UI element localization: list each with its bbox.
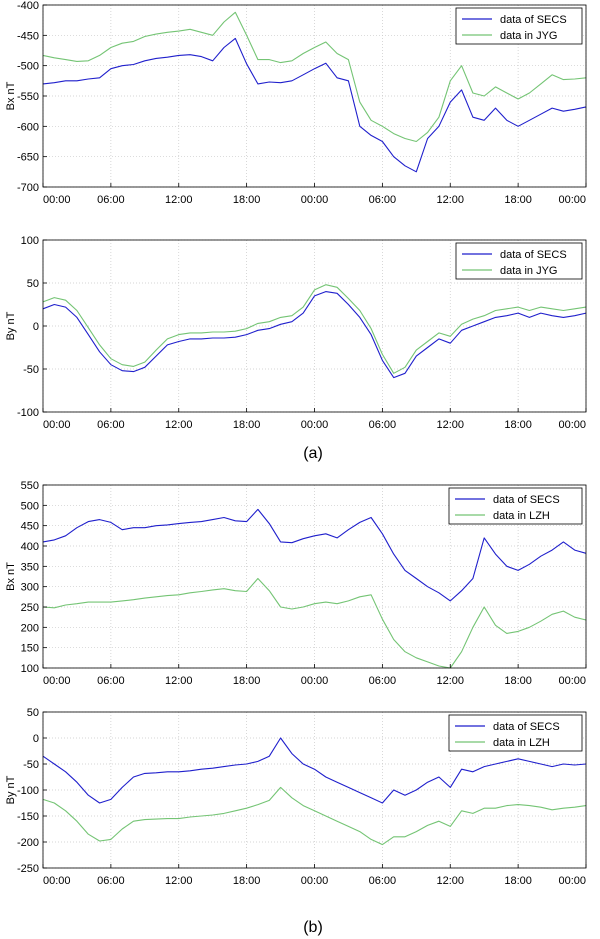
x-tick-label: 12:00 bbox=[165, 419, 193, 431]
y-tick-label: 150 bbox=[21, 643, 39, 655]
y-tick-label: -200 bbox=[17, 837, 39, 849]
series-line-station bbox=[42, 284, 587, 374]
series-line-secs bbox=[42, 291, 587, 379]
panel-label-a: (a) bbox=[303, 445, 323, 462]
y-tick-label: 100 bbox=[21, 663, 39, 675]
x-tick-label: 00:00 bbox=[558, 875, 586, 887]
x-tick-label: 12:00 bbox=[436, 875, 464, 887]
x-tick-label: 00:00 bbox=[43, 419, 71, 431]
x-tick-label: 00:00 bbox=[558, 675, 586, 687]
x-tick-label: 06:00 bbox=[97, 675, 125, 687]
y-tick-label: -50 bbox=[23, 759, 39, 771]
x-tick-label: 00:00 bbox=[301, 875, 329, 887]
legend-label: data in LZH bbox=[493, 510, 550, 522]
panel-label-b: (b) bbox=[303, 919, 323, 936]
y-axis-label: By nT bbox=[5, 775, 17, 804]
y-tick-label: 50 bbox=[27, 707, 39, 719]
y-tick-label: -100 bbox=[17, 785, 39, 797]
series-line-station bbox=[42, 786, 587, 846]
y-tick-label: 200 bbox=[21, 622, 39, 634]
x-tick-label: 00:00 bbox=[301, 419, 329, 431]
x-tick-label: 00:00 bbox=[43, 675, 71, 687]
y-tick-label: 0 bbox=[33, 733, 39, 745]
legend-label: data of SECS bbox=[493, 721, 560, 733]
x-tick-label: 18:00 bbox=[504, 875, 532, 887]
x-tick-label: 12:00 bbox=[165, 675, 193, 687]
y-tick-label: 550 bbox=[21, 480, 39, 492]
legend-label: data of SECS bbox=[500, 14, 567, 26]
x-tick-label: 06:00 bbox=[97, 875, 125, 887]
x-tick-label: 18:00 bbox=[233, 675, 261, 687]
x-tick-label: 18:00 bbox=[504, 675, 532, 687]
x-tick-label: 12:00 bbox=[436, 419, 464, 431]
x-tick-label: 06:00 bbox=[369, 194, 397, 206]
legend-box bbox=[455, 7, 583, 45]
legend-box bbox=[448, 487, 583, 525]
legend-box bbox=[448, 714, 583, 752]
y-tick-label: 450 bbox=[21, 521, 39, 533]
series-line-secs bbox=[42, 737, 587, 804]
x-tick-label: 18:00 bbox=[504, 419, 532, 431]
x-tick-label: 00:00 bbox=[43, 194, 71, 206]
x-tick-label: 18:00 bbox=[233, 419, 261, 431]
by-chart-b: -250 -200 -150 -100 -50 0 50 00:00 06:00 12:00 18:… bbox=[5, 707, 587, 887]
y-tick-label: -650 bbox=[17, 152, 39, 164]
y-tick-label: -550 bbox=[17, 91, 39, 103]
x-tick-label: 00:00 bbox=[558, 419, 586, 431]
y-axis-label: Bx nT bbox=[5, 562, 17, 591]
y-tick-label: 50 bbox=[27, 278, 39, 290]
legend-label: data in JYG bbox=[500, 30, 557, 42]
x-tick-label: 12:00 bbox=[436, 194, 464, 206]
y-tick-label: 100 bbox=[21, 235, 39, 247]
y-axis-label: By nT bbox=[5, 311, 17, 340]
y-tick-label: -500 bbox=[17, 61, 39, 73]
x-tick-label: 18:00 bbox=[233, 194, 261, 206]
y-tick-label: -50 bbox=[23, 364, 39, 376]
y-tick-label: 400 bbox=[21, 541, 39, 553]
x-tick-label: 18:00 bbox=[233, 875, 261, 887]
y-tick-label: -250 bbox=[17, 863, 39, 875]
legend-label: data of SECS bbox=[500, 249, 567, 261]
y-tick-label: 0 bbox=[33, 321, 39, 333]
y-tick-label: -450 bbox=[17, 30, 39, 42]
series-line-secs bbox=[42, 37, 587, 173]
x-tick-label: 06:00 bbox=[369, 419, 397, 431]
y-tick-label: 250 bbox=[21, 602, 39, 614]
series-line-station bbox=[42, 577, 587, 669]
y-tick-label: 300 bbox=[21, 582, 39, 594]
x-tick-label: 00:00 bbox=[301, 675, 329, 687]
x-tick-label: 00:00 bbox=[43, 875, 71, 887]
legend-label: data of SECS bbox=[493, 494, 560, 506]
legend-label: data in LZH bbox=[493, 737, 550, 749]
x-tick-label: 12:00 bbox=[165, 194, 193, 206]
x-tick-label: 12:00 bbox=[165, 875, 193, 887]
x-tick-label: 18:00 bbox=[504, 194, 532, 206]
x-tick-label: 06:00 bbox=[97, 419, 125, 431]
x-tick-label: 06:00 bbox=[369, 875, 397, 887]
y-tick-label: 350 bbox=[21, 561, 39, 573]
bx-chart-a: -700 -650 -600 -550 -500 -450 -400 00:00 06:00 12… bbox=[5, 0, 587, 206]
x-tick-label: 00:00 bbox=[301, 194, 329, 206]
series-line-secs bbox=[42, 508, 587, 602]
x-tick-label: 00:00 bbox=[558, 194, 586, 206]
legend-box bbox=[455, 242, 583, 280]
y-axis-label: Bx nT bbox=[5, 81, 17, 110]
x-tick-label: 06:00 bbox=[369, 675, 397, 687]
y-tick-label: -700 bbox=[17, 182, 39, 194]
y-tick-label: -600 bbox=[17, 121, 39, 133]
y-tick-label: -400 bbox=[17, 0, 39, 12]
x-tick-label: 12:00 bbox=[436, 675, 464, 687]
bx-chart-b: 100 150 200 250 300 350 400 450 500 550 00:00 06:00… bbox=[5, 480, 587, 687]
y-tick-label: -150 bbox=[17, 811, 39, 823]
y-tick-label: 500 bbox=[21, 500, 39, 512]
by-chart-a: -100 -50 0 50 100 00:00 06:00 12:00 18:00 00:00 06… bbox=[5, 235, 587, 431]
series-line-station bbox=[42, 11, 587, 143]
legend-label: data in JYG bbox=[500, 265, 557, 277]
x-tick-label: 06:00 bbox=[97, 194, 125, 206]
y-tick-label: -100 bbox=[17, 407, 39, 419]
